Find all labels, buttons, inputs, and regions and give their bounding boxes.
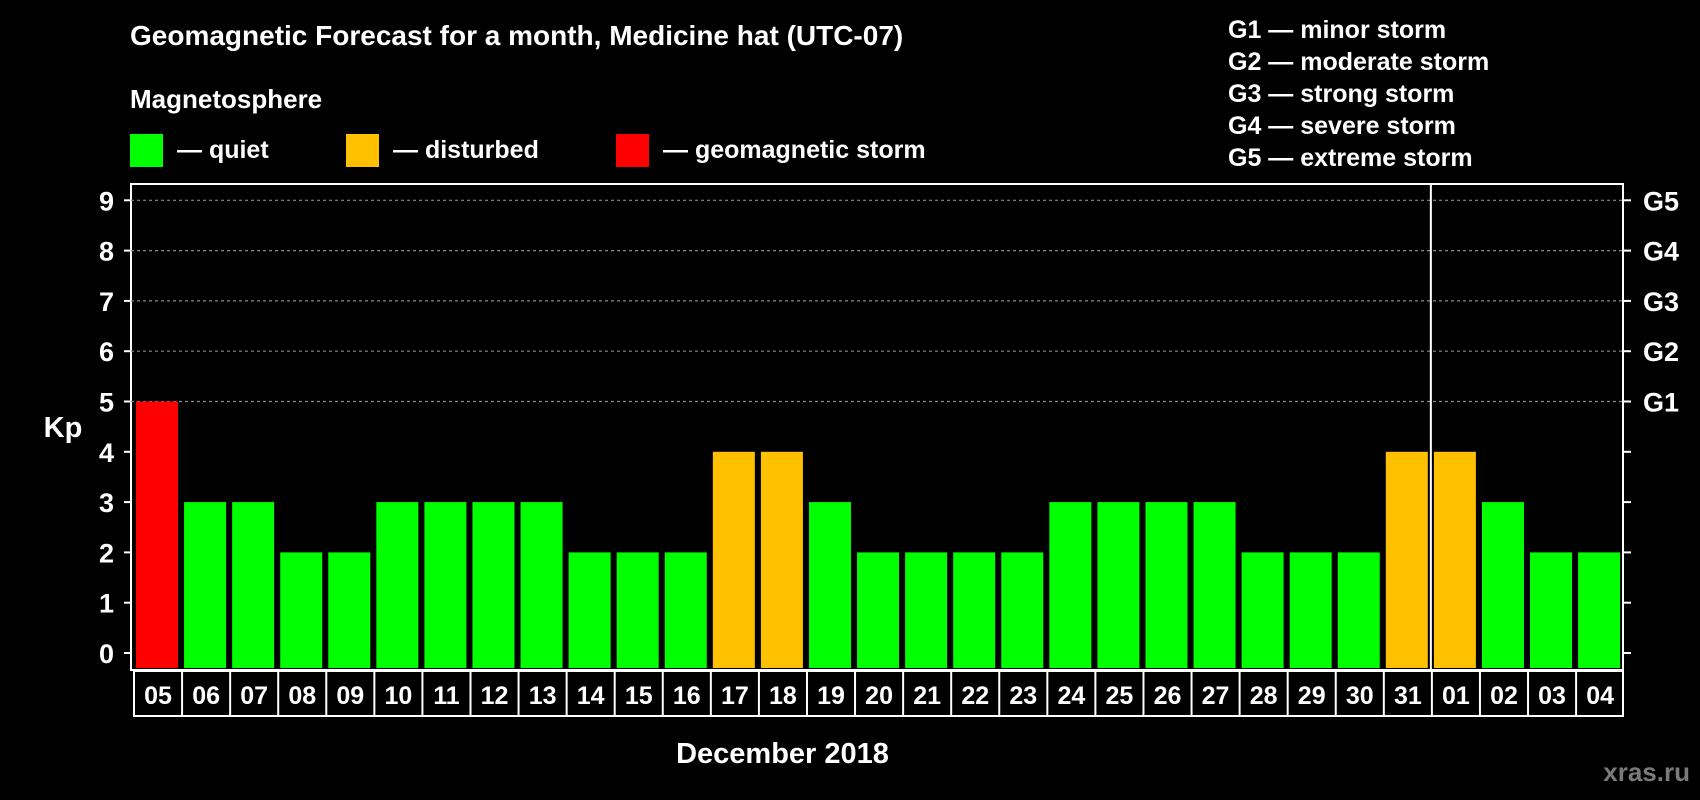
legend-label-disturbed: — disturbed (393, 135, 539, 164)
legend-swatch-storm (616, 133, 649, 167)
y-tick-label-0: 0 (99, 639, 114, 669)
y-tick-label-7: 7 (99, 287, 114, 317)
bar-24 (1049, 502, 1092, 668)
x-tick-label-18: 18 (769, 682, 797, 710)
chart-title: Geomagnetic Forecast for a month, Medici… (130, 20, 904, 51)
x-tick-label-07: 07 (240, 682, 268, 710)
x-tick-label-13: 13 (529, 682, 557, 710)
y-tick-label-8: 8 (99, 237, 114, 267)
bar-19 (808, 502, 851, 668)
g-scale-label-g3: G3 (1643, 287, 1679, 317)
legend-label-storm: — geomagnetic storm (663, 135, 926, 164)
bar-23 (1001, 552, 1044, 668)
y-tick-label-6: 6 (99, 337, 114, 367)
bar-02 (1481, 502, 1524, 668)
bar-10 (376, 502, 419, 668)
bar-16 (664, 552, 707, 668)
bar-17 (712, 451, 755, 668)
watermark: xras.ru (1603, 757, 1690, 787)
x-tick-label-21: 21 (913, 682, 941, 710)
x-tick-label-05: 05 (144, 682, 172, 710)
date-row-frame (133, 670, 1624, 717)
x-tick-label-26: 26 (1154, 682, 1182, 710)
bar-15 (616, 552, 659, 668)
g-level-3: G3 — strong storm (1228, 80, 1455, 108)
bar-07 (232, 502, 275, 668)
x-tick-label-24: 24 (1057, 682, 1085, 710)
legend-label-quiet: — quiet (177, 135, 269, 164)
x-tick-label-22: 22 (961, 682, 989, 710)
x-tick-label-25: 25 (1106, 682, 1134, 710)
g-level-4: G4 — severe storm (1228, 112, 1456, 140)
y-tick-label-9: 9 (99, 186, 114, 216)
x-tick-label-04: 04 (1586, 682, 1614, 710)
x-tick-label-14: 14 (577, 682, 605, 710)
x-tick-label-12: 12 (481, 682, 509, 710)
x-tick-label-17: 17 (721, 682, 749, 710)
x-tick-label-27: 27 (1202, 682, 1230, 710)
y-tick-label-5: 5 (99, 388, 114, 418)
x-tick-label-30: 30 (1346, 682, 1374, 710)
x-tick-label-15: 15 (625, 682, 653, 710)
bar-12 (472, 502, 515, 668)
x-tick-label-19: 19 (817, 682, 845, 710)
bar-08 (280, 552, 323, 668)
legend-swatch-quiet (130, 133, 163, 167)
g-level-2: G2 — moderate storm (1228, 48, 1490, 76)
g-scale-label-g1: G1 (1643, 388, 1679, 418)
bar-05 (136, 401, 178, 668)
bar-29 (1289, 552, 1332, 668)
x-tick-label-03: 03 (1538, 682, 1566, 710)
g-level-legend: G1 — minor storm G2 — moderate storm G3 … (1228, 14, 1489, 174)
legend-swatch-disturbed (346, 133, 379, 167)
y-axis-label: Kp (44, 412, 83, 444)
x-tick-label-23: 23 (1009, 682, 1037, 710)
bar-28 (1241, 552, 1284, 668)
legend-item-quiet: — quiet (130, 133, 269, 167)
x-tick-label-31: 31 (1394, 682, 1422, 710)
x-tick-label-06: 06 (192, 682, 220, 710)
y-tick-label-2: 2 (99, 538, 114, 568)
x-tick-label-11: 11 (433, 682, 460, 710)
bar-06 (184, 502, 227, 668)
legend-item-storm: — geomagnetic storm (616, 133, 926, 167)
bar-21 (905, 552, 948, 668)
bar-25 (1097, 502, 1140, 668)
legend-item-disturbed: — disturbed (346, 133, 539, 167)
bar-03 (1530, 552, 1573, 668)
legend-subtitle: Magnetosphere (130, 84, 323, 114)
bar-27 (1193, 502, 1236, 668)
bar-04 (1578, 552, 1621, 668)
g-level-5: G5 — extreme storm (1228, 144, 1473, 172)
bar-01 (1433, 451, 1476, 668)
bar-13 (520, 502, 563, 668)
y-tick-label-3: 3 (99, 488, 114, 518)
x-tick-label-08: 08 (288, 682, 316, 710)
x-tick-label-10: 10 (384, 682, 412, 710)
bar-30 (1337, 552, 1380, 668)
bar-20 (857, 552, 900, 668)
x-tick-label-29: 29 (1298, 682, 1326, 710)
x-axis-label: December 2018 (676, 738, 889, 770)
x-tick-label-02: 02 (1490, 682, 1518, 710)
y-tick-label-4: 4 (99, 438, 114, 468)
x-tick-label-28: 28 (1250, 682, 1278, 710)
bar-18 (760, 451, 803, 668)
g-scale-label-g5: G5 (1643, 186, 1679, 216)
x-tick-label-09: 09 (336, 682, 364, 710)
x-tick-label-01: 01 (1442, 682, 1470, 710)
bar-11 (424, 502, 467, 668)
bar-22 (953, 552, 996, 668)
y-tick-label-1: 1 (99, 589, 114, 619)
bar-09 (328, 552, 371, 668)
x-tick-label-20: 20 (865, 682, 893, 710)
bar-14 (568, 552, 611, 668)
g-scale-label-g4: G4 (1643, 237, 1679, 267)
g-level-1: G1 — minor storm (1228, 16, 1447, 44)
bar-31 (1385, 451, 1428, 668)
x-tick-label-16: 16 (673, 682, 701, 710)
bar-26 (1145, 502, 1188, 668)
g-scale-label-g2: G2 (1643, 337, 1679, 367)
